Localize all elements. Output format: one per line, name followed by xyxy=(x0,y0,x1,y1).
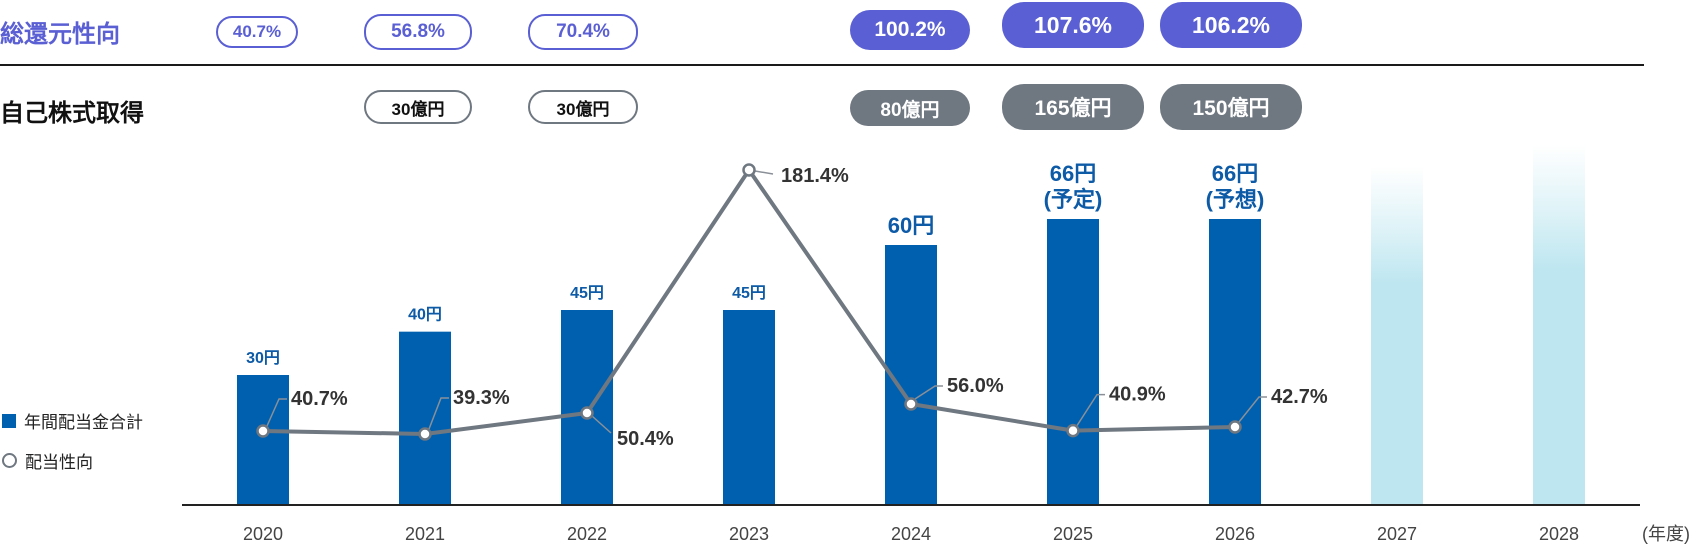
legend-square-icon xyxy=(2,413,16,428)
payout-leader xyxy=(428,397,449,430)
legend-dividend: 年間配当金合計 xyxy=(2,408,143,433)
total-return-pill: 100.2% xyxy=(850,10,970,50)
dividend-bar xyxy=(1209,219,1261,505)
buyback-pill: 80億円 xyxy=(850,90,970,126)
dividend-label: 66円 xyxy=(1212,161,1258,186)
total-return-pill: 107.6% xyxy=(1002,2,1144,48)
payout-label: 181.4% xyxy=(781,165,849,187)
dividend-label: 40円 xyxy=(408,306,442,324)
legend-payout-label: 配当性向 xyxy=(25,453,93,472)
row-divider xyxy=(0,64,1644,66)
dividend-label: 30円 xyxy=(246,349,280,367)
future-bar-2027 xyxy=(1371,166,1423,505)
total-return-pill: 40.7% xyxy=(216,16,298,48)
payout-label: 50.4% xyxy=(617,428,674,450)
x-tick-label: 2020 xyxy=(243,524,283,544)
dividend-label: 66円 xyxy=(1050,161,1096,186)
payout-point xyxy=(1228,420,1242,434)
dividend-label: (予想) xyxy=(1206,187,1265,212)
payout-label: 39.3% xyxy=(453,387,510,409)
x-tick-label: 2021 xyxy=(405,524,445,544)
total-return-pill: 70.4% xyxy=(528,14,638,50)
total-return-label: 総還元性向 xyxy=(0,21,120,48)
x-tick-label: 2026 xyxy=(1215,524,1255,544)
payout-point xyxy=(580,406,594,420)
dividend-bar xyxy=(399,331,451,505)
payout-label: 40.7% xyxy=(291,388,348,410)
x-tick-label: 2028 xyxy=(1539,524,1579,544)
legend-circle-icon xyxy=(2,453,17,468)
dividend-label: 60円 xyxy=(888,213,934,238)
x-tick-label: 2024 xyxy=(891,524,931,544)
payout-leader xyxy=(914,385,943,400)
payout-leader xyxy=(266,398,287,427)
payout-point xyxy=(418,427,432,441)
buyback-pill: 150億円 xyxy=(1160,84,1302,130)
dividend-label: (予定) xyxy=(1044,187,1103,212)
payout-point xyxy=(742,163,756,177)
payout-leader xyxy=(1238,396,1267,423)
dividend-bar xyxy=(237,375,289,505)
legend-dividend-label: 年間配当金合計 xyxy=(24,413,143,432)
x-tick-label: 2025 xyxy=(1053,524,1093,544)
x-axis-unit: (年度) xyxy=(1642,524,1690,544)
payout-leader xyxy=(754,170,774,175)
dividend-label: 45円 xyxy=(570,284,604,302)
buyback-pill: 30億円 xyxy=(528,90,638,124)
payout-label: 40.9% xyxy=(1109,384,1166,406)
total-return-pill: 56.8% xyxy=(364,14,472,50)
dividend-label: 45円 xyxy=(732,284,766,302)
payout-leader xyxy=(1076,393,1105,427)
dividend-bar xyxy=(885,245,937,505)
payout-leader xyxy=(591,415,612,434)
total-return-pill: 106.2% xyxy=(1160,2,1302,48)
payout-point xyxy=(256,424,270,438)
payout-point xyxy=(1066,423,1080,438)
x-tick-label: 2022 xyxy=(567,524,607,544)
payout-label: 42.7% xyxy=(1271,386,1328,408)
legend-payout: 配当性向 xyxy=(2,448,93,473)
buyback-pill: 165億円 xyxy=(1002,84,1144,130)
x-tick-label: 2027 xyxy=(1377,524,1417,544)
future-bar-2028 xyxy=(1533,145,1585,505)
buyback-label: 自己株式取得 xyxy=(0,100,144,127)
dividend-bar xyxy=(1047,219,1099,505)
dividend-bar xyxy=(723,310,775,505)
payout-label: 56.0% xyxy=(947,375,1004,397)
buyback-pill: 30億円 xyxy=(364,90,472,124)
x-tick-label: 2023 xyxy=(729,524,769,544)
payout-point xyxy=(904,397,918,411)
